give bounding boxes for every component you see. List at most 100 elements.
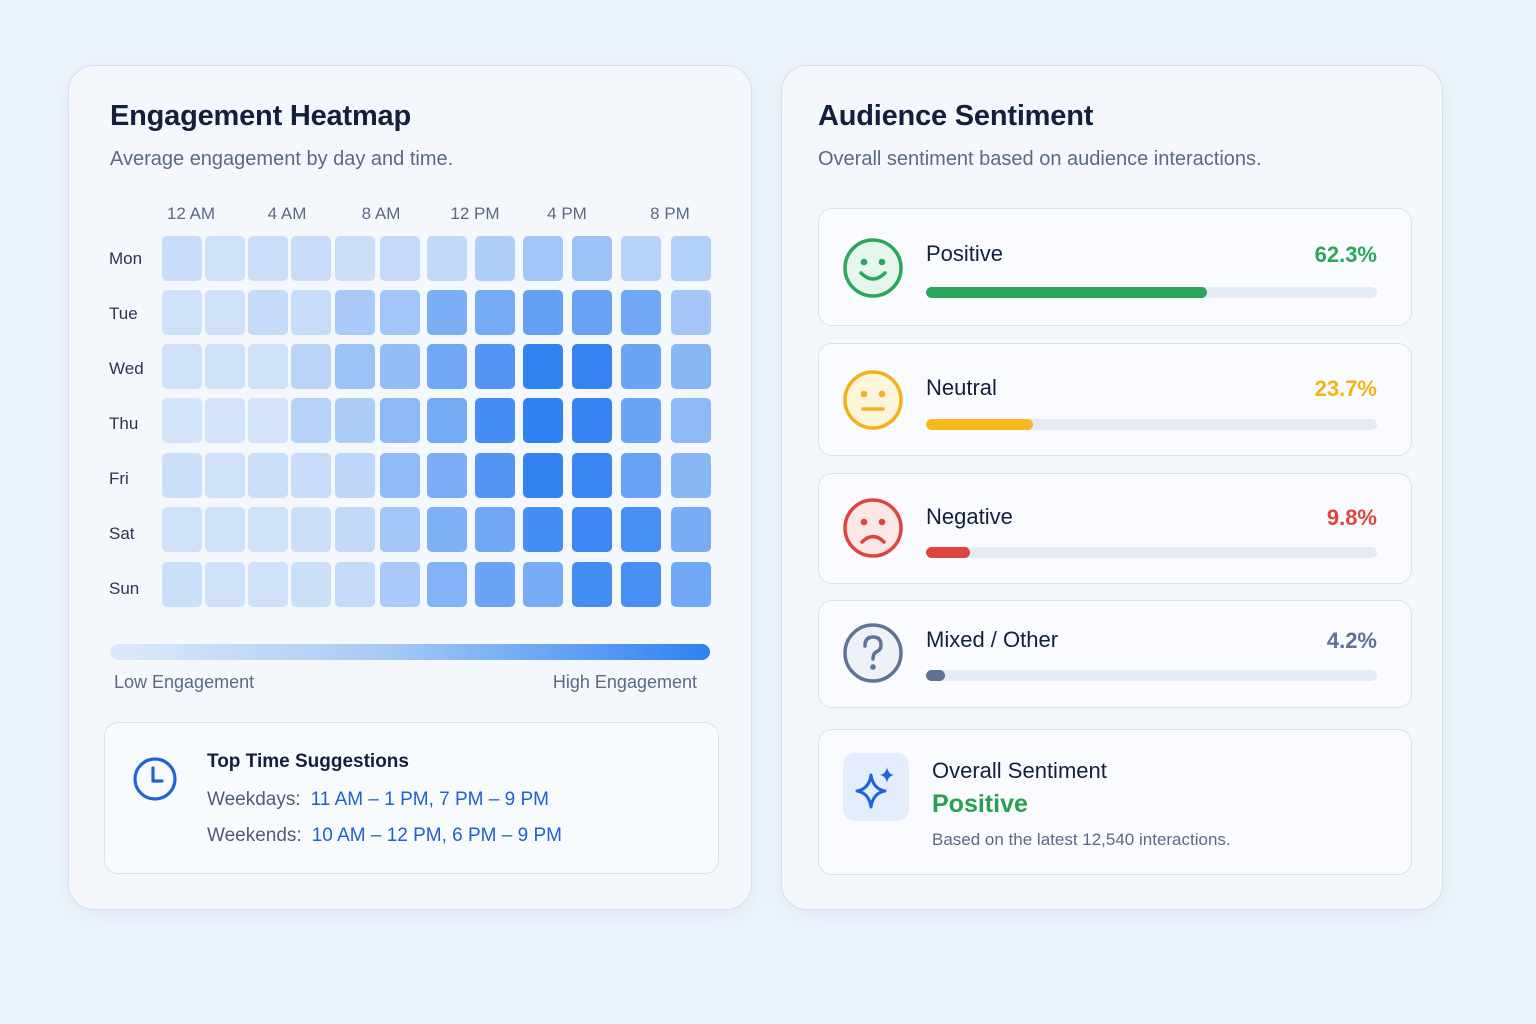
audience-sentiment-card: Audience Sentiment Overall sentiment bas… [781, 65, 1443, 910]
heatmap-cell [291, 562, 331, 607]
heatmap-cell [248, 398, 288, 443]
sentiment-label: Neutral [926, 375, 997, 400]
sentiment-bar-track [926, 670, 1377, 681]
heatmap-cell [523, 507, 563, 552]
heatmap-cell [475, 344, 515, 389]
sentiment-item-mixed: Mixed / Other 4.2% [818, 600, 1412, 708]
heatmap-cell [475, 236, 515, 281]
heatmap-cell [205, 453, 245, 498]
heatmap-cell [572, 507, 612, 552]
heatmap-cell [621, 398, 661, 443]
sentiment-percent: 9.8% [1326, 505, 1377, 530]
heatmap-cell [205, 236, 245, 281]
overall-sentiment-card: Overall Sentiment Positive Based on the … [818, 729, 1412, 875]
heatmap-cell [475, 453, 515, 498]
heatmap-cell [335, 236, 375, 281]
sentiment-bar-fill [926, 419, 1033, 430]
heatmap-cell [335, 398, 375, 443]
heatmap-cell [205, 398, 245, 443]
engagement-heatmap-card: Engagement Heatmap Average engagement by… [68, 65, 752, 910]
time-label: 12 AM [166, 204, 216, 223]
sentiment-item-neutral: Neutral 23.7% [818, 343, 1412, 456]
sentiment-label: Negative [926, 504, 1013, 529]
overall-sentiment-title: Overall Sentiment [932, 758, 1107, 783]
heatmap-cell [523, 398, 563, 443]
day-label: Tue [109, 304, 138, 323]
frown-icon [841, 496, 905, 565]
sentiment-bar-track [926, 287, 1377, 298]
heatmap-cell [572, 562, 612, 607]
overall-sentiment-note: Based on the latest 12,540 interactions. [932, 830, 1231, 849]
weekdays-label: Weekdays: [207, 789, 301, 810]
time-label: 4 PM [547, 204, 587, 223]
weekends-row: Weekends: 10 AM – 12 PM, 6 PM – 9 PM [207, 825, 562, 847]
time-label: 8 AM [361, 204, 401, 223]
heatmap-cell [523, 236, 563, 281]
weekdays-value: 11 AM – 1 PM, 7 PM – 9 PM [310, 789, 549, 810]
heatmap-cell [621, 344, 661, 389]
heatmap-cell [427, 344, 467, 389]
sentiment-percent: 4.2% [1326, 628, 1377, 653]
heatmap-cell [671, 290, 711, 335]
heatmap-cell [621, 290, 661, 335]
heatmap-cell [380, 236, 420, 281]
heatmap-cell [162, 453, 202, 498]
heatmap-cell [427, 398, 467, 443]
heatmap-cell [291, 453, 331, 498]
heatmap-cell [671, 453, 711, 498]
heatmap-cell [162, 290, 202, 335]
heatmap-cell [671, 507, 711, 552]
heatmap-cell [335, 562, 375, 607]
heatmap-cell [523, 290, 563, 335]
heatmap-cell [291, 236, 331, 281]
heatmap-cell [162, 398, 202, 443]
heatmap-cell [572, 290, 612, 335]
weekdays-row: Weekdays: 11 AM – 1 PM, 7 PM – 9 PM [207, 789, 549, 811]
heatmap-cell [621, 453, 661, 498]
heatmap-cell [248, 507, 288, 552]
heatmap-cell [671, 562, 711, 607]
sentiment-percent: 23.7% [1314, 376, 1377, 401]
legend-low-label: Low Engagement [114, 672, 255, 692]
heatmap-cell [335, 344, 375, 389]
time-label: 8 PM [650, 204, 690, 223]
engagement-legend-gradient [110, 644, 710, 660]
heatmap-cell [162, 344, 202, 389]
heatmap-cell [523, 344, 563, 389]
heatmap-cell [427, 507, 467, 552]
heatmap-cell [162, 562, 202, 607]
sentiment-item-negative: Negative 9.8% [818, 473, 1412, 584]
heatmap-cell [291, 344, 331, 389]
heatmap-cell [475, 290, 515, 335]
heatmap-cell [380, 344, 420, 389]
heatmap-cell [205, 507, 245, 552]
day-label: Sat [109, 524, 135, 543]
heatmap-cell [572, 344, 612, 389]
heatmap-cell [475, 398, 515, 443]
heatmap-cell [380, 290, 420, 335]
heatmap-cell [621, 562, 661, 607]
heatmap-cell [380, 453, 420, 498]
heatmap-cell [162, 236, 202, 281]
sparkle-icon [843, 753, 909, 821]
heatmap-cell [380, 507, 420, 552]
heatmap-title: Engagement Heatmap [110, 100, 411, 132]
heatmap-cell [248, 453, 288, 498]
heatmap-cell [291, 398, 331, 443]
heatmap-cell [572, 453, 612, 498]
heatmap-cell [523, 562, 563, 607]
sentiment-subtitle: Overall sentiment based on audience inte… [818, 148, 1262, 170]
heatmap-cell [335, 290, 375, 335]
heatmap-cell [475, 507, 515, 552]
time-label: 4 AM [267, 204, 307, 223]
heatmap-cell [291, 290, 331, 335]
heatmap-cell [335, 453, 375, 498]
heatmap-cell [248, 290, 288, 335]
heatmap-cell [335, 507, 375, 552]
heatmap-cell [248, 344, 288, 389]
heatmap-cell [248, 236, 288, 281]
sentiment-bar-fill [926, 670, 945, 681]
heatmap-cell [427, 290, 467, 335]
heatmap-cell [523, 453, 563, 498]
heatmap-cell [205, 562, 245, 607]
